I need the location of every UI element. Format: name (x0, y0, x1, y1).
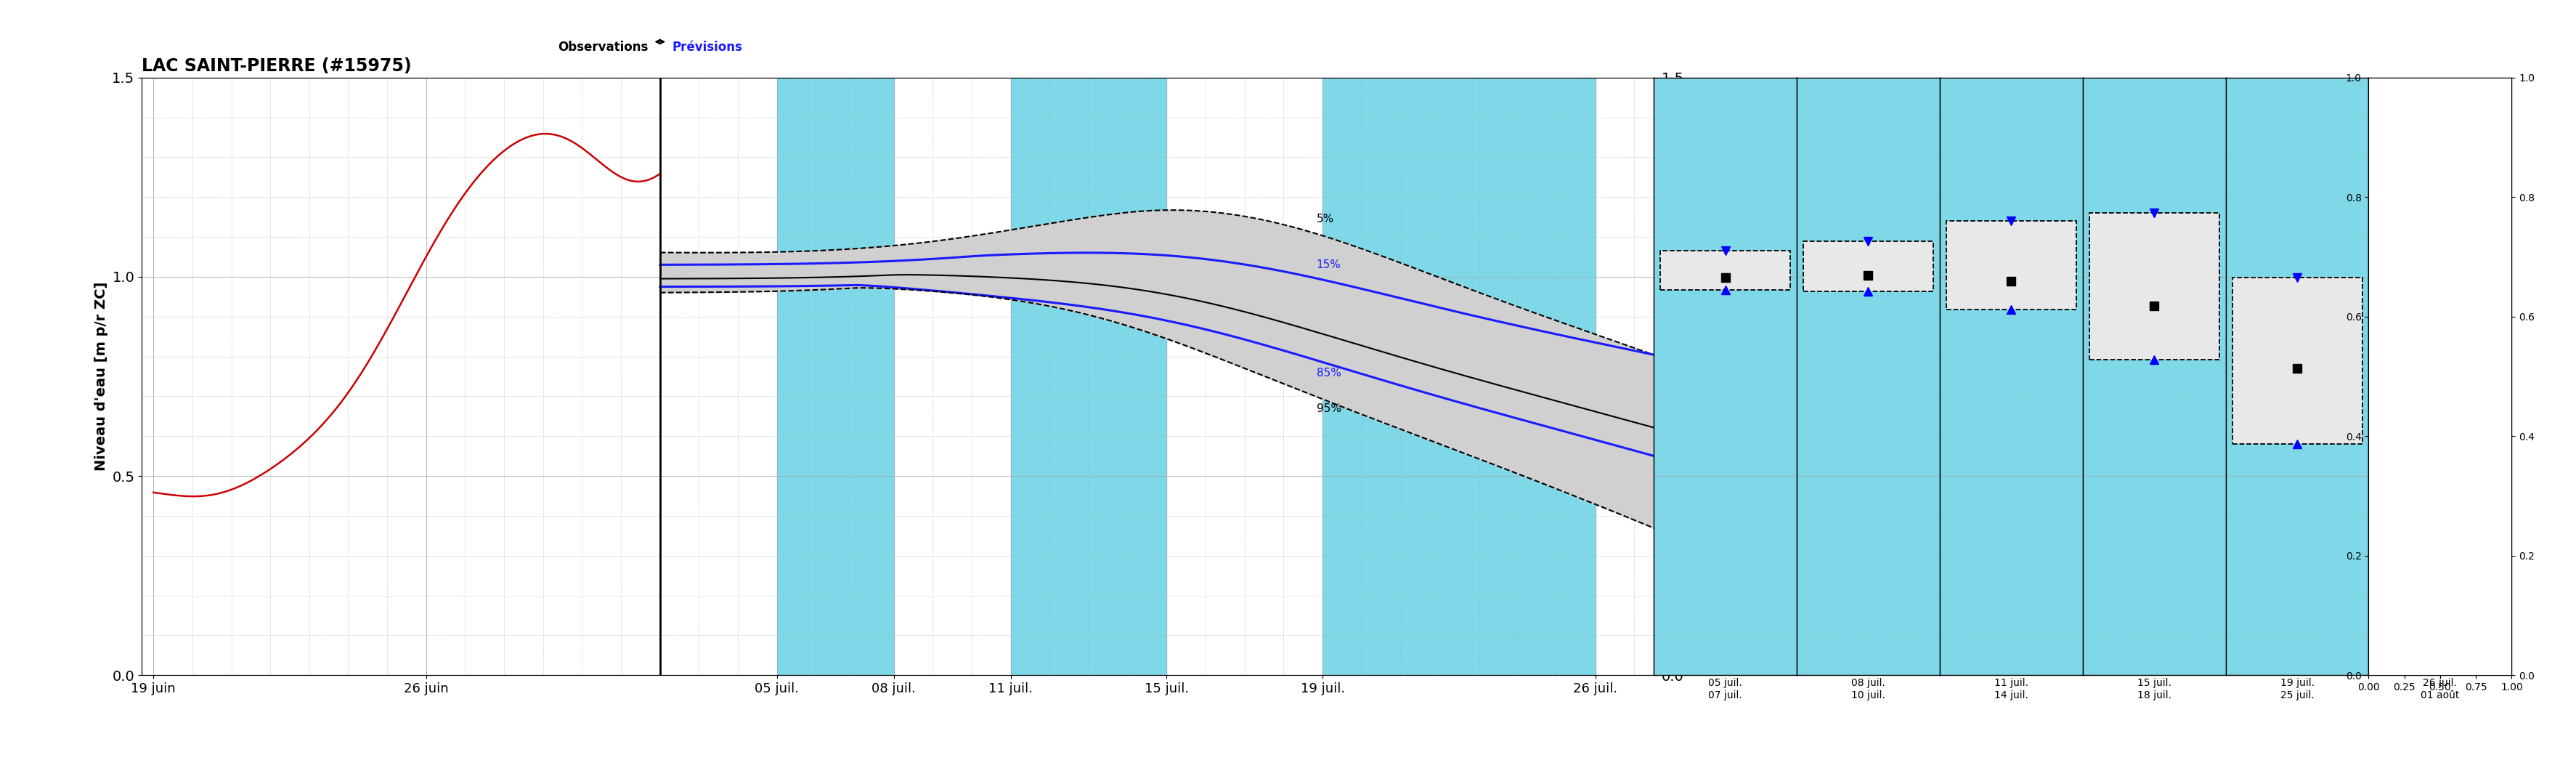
X-axis label: 05 juil.
07 juil.: 05 juil. 07 juil. (1708, 678, 1741, 700)
Bar (1010, 78, 1167, 675)
X-axis label: 26 juil.
01 août: 26 juil. 01 août (2421, 678, 2460, 700)
Text: 95%: 95% (1316, 404, 1342, 414)
Y-axis label: Niveau d'eau [m p/r ZC]: Niveau d'eau [m p/r ZC] (95, 282, 108, 471)
X-axis label: 08 juil.
10 juil.: 08 juil. 10 juil. (1852, 678, 1886, 700)
Text: Observations: Observations (556, 40, 649, 54)
Bar (1947, 220, 2076, 310)
X-axis label: 19 juil.
25 juil.: 19 juil. 25 juil. (2280, 678, 2313, 700)
Bar (1662, 251, 1790, 290)
Text: LAC SAINT-PIERRE (#15975): LAC SAINT-PIERRE (#15975) (142, 57, 412, 75)
Bar (1321, 78, 1595, 675)
Text: 5%: 5% (1316, 213, 1334, 224)
X-axis label: 11 juil.
14 juil.: 11 juil. 14 juil. (1994, 678, 2027, 700)
Bar (2375, 376, 2504, 553)
Text: 15%: 15% (1316, 259, 1342, 270)
Text: 85%: 85% (1316, 368, 1342, 379)
Bar (2233, 278, 2362, 444)
Bar (1803, 241, 1932, 291)
Bar (2089, 213, 2218, 360)
Bar (778, 78, 894, 675)
X-axis label: 15 juil.
18 juil.: 15 juil. 18 juil. (2138, 678, 2172, 700)
Text: Prévisions: Prévisions (672, 40, 742, 54)
